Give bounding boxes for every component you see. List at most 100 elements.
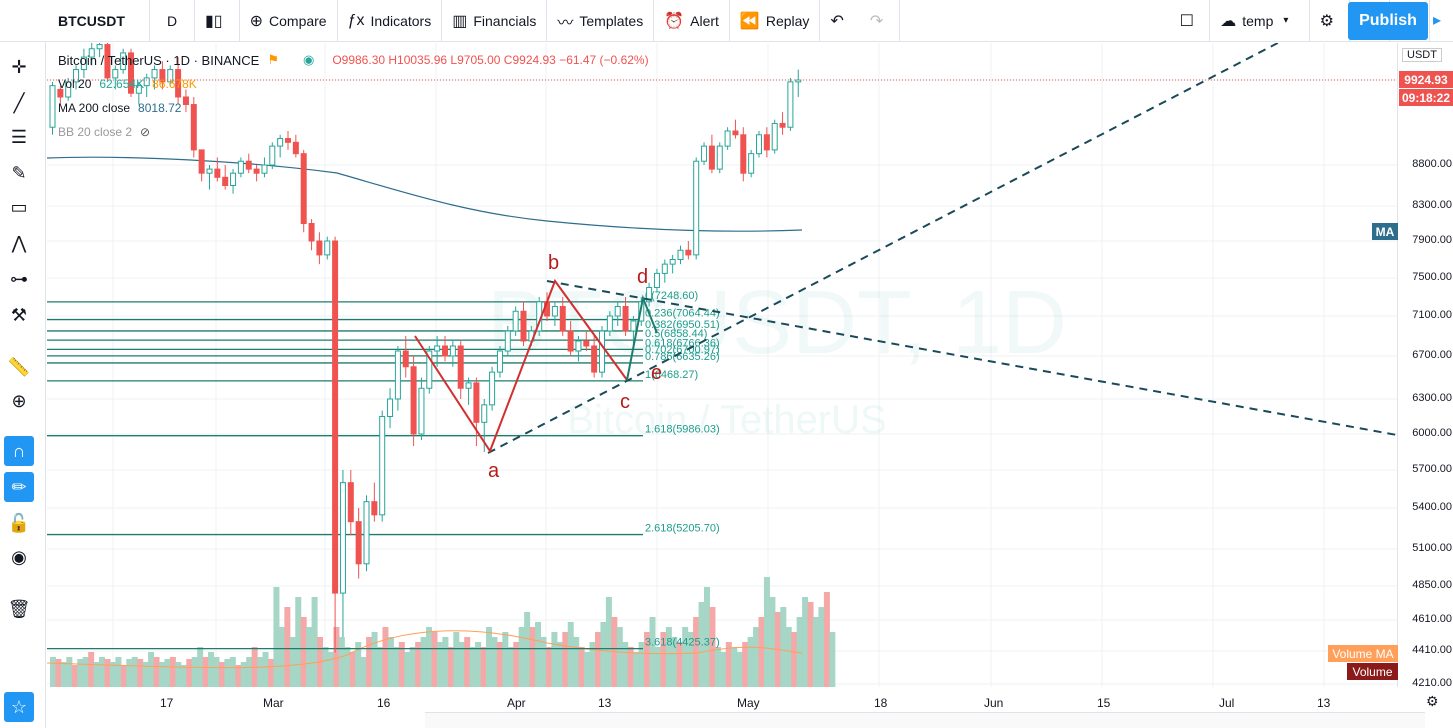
volume-bar — [464, 637, 471, 687]
top-toolbar: BTCUSDT D ▮▯ ⊕ Compare ƒx Indicators ▥ Fina… — [0, 0, 1453, 42]
candle-body — [253, 168, 260, 174]
candle-body — [724, 130, 731, 147]
price-tick-label: 6000.00 — [1412, 427, 1452, 439]
volume-bar — [257, 657, 264, 687]
volume-bar — [496, 642, 503, 687]
undo-button[interactable]: ↶ — [820, 0, 859, 42]
wave-label-d: d — [637, 266, 648, 288]
candle-body — [88, 48, 95, 58]
eye-icon[interactable]: ◉ — [11, 546, 27, 567]
price-tick-label: 8300.00 — [1412, 199, 1452, 211]
settings-button[interactable]: ⚙ — [1310, 0, 1351, 42]
candle-body — [135, 85, 142, 94]
replay-button[interactable]: ⏪ Replay — [730, 0, 821, 42]
alert-button[interactable]: ⏰ Alert — [654, 0, 730, 42]
time-tick-label: 17 — [160, 696, 174, 710]
chart-canvas[interactable]: BTCUSDT, 1D Bitcoin / TetherUS 0(7248.60) 0… — [47, 43, 1397, 687]
prediction-icon[interactable]: ⊶ — [10, 268, 28, 289]
candle-body — [96, 44, 103, 50]
volume-bar — [164, 659, 171, 687]
candle-body — [685, 249, 692, 256]
volume-bar — [66, 657, 73, 687]
status-dot-icon: ◉ — [302, 52, 315, 67]
bottom-drawing-bar[interactable] — [425, 712, 1425, 728]
zoom-in-icon[interactable]: ⊕ — [11, 390, 27, 411]
watermark-main: BTCUSDT, 1D — [487, 273, 1067, 373]
chart-legend: Bitcoin / TetherUS · 1D · BINANCE ⚑ ◉ O9… — [58, 48, 649, 144]
volume-ma-tag-label: Volume MA — [1332, 646, 1394, 661]
candle-body — [261, 164, 268, 174]
volume-bar — [218, 662, 225, 687]
redo-button[interactable]: ↷ — [860, 0, 901, 42]
stay-drawing-icon[interactable]: ✏ — [4, 472, 34, 502]
compare-button[interactable]: ⊕ Compare — [240, 0, 338, 42]
candle-body — [551, 306, 558, 317]
candle-body — [159, 69, 166, 83]
volume-bar — [780, 607, 787, 687]
fib-level-label: 3.618(4425.37) — [645, 637, 720, 649]
lock-icon[interactable]: 🔓 — [7, 512, 31, 533]
fib-level-label: 1.618(5986.03) — [645, 424, 720, 436]
volume-bar — [447, 647, 454, 687]
text-note-icon[interactable]: ▭ — [10, 196, 28, 217]
financials-button[interactable]: ▥ Financials — [442, 0, 548, 42]
eye-off-icon[interactable]: ⊘ — [140, 125, 151, 139]
volume-bar — [545, 647, 552, 687]
magnet-icon[interactable]: ∩ — [4, 436, 34, 466]
candle-body — [355, 521, 362, 565]
trendline-icon[interactable]: ╱ — [13, 92, 25, 113]
time-tick-label: May — [737, 696, 760, 710]
hammer-icon[interactable]: ⚒ — [10, 304, 28, 325]
candle-body — [481, 404, 488, 423]
candle-body — [347, 482, 354, 523]
chevron-down-icon: ▾ — [1283, 15, 1289, 26]
volume-bar — [109, 662, 116, 687]
volume-bar — [638, 642, 645, 687]
trash-icon[interactable]: 🗑 — [7, 598, 31, 619]
volume-bar — [420, 637, 427, 687]
brush-icon[interactable]: ✎ — [11, 162, 27, 183]
volume-bar — [104, 659, 111, 687]
volume-bar — [148, 652, 155, 687]
layout-select[interactable]: ☁ temp ▾ — [1210, 0, 1311, 42]
volume-bar — [551, 632, 558, 687]
chart-pane[interactable]: BTCUSDT, 1D Bitcoin / TetherUS 0(7248.60) 0… — [47, 43, 1397, 687]
candle-body — [300, 153, 307, 224]
templates-button[interactable]: 〰 Templates — [547, 0, 655, 42]
volume-ma-tag: Volume MA — [1328, 645, 1398, 662]
ruler-icon[interactable]: 📏 — [7, 356, 31, 377]
currency-label: USDT — [1402, 48, 1442, 62]
volume-bar — [115, 657, 122, 687]
volume-bar — [377, 647, 383, 687]
price-tick-label: 5400.00 — [1412, 501, 1452, 513]
settings-corner-button[interactable]: ⚙ — [1426, 693, 1439, 709]
fib-levels-icon[interactable]: ☰ — [10, 126, 28, 147]
crosshair-icon[interactable]: ✛ — [11, 56, 27, 77]
candle-body — [222, 176, 229, 187]
pattern-icon[interactable]: ⋀ — [11, 232, 27, 253]
fullscreen-toggle-button[interactable]: ☐ — [1170, 0, 1211, 42]
candle-body — [591, 345, 598, 373]
candle-body — [363, 501, 370, 565]
candle-body — [143, 77, 150, 87]
legend-main-row: Bitcoin / TetherUS · 1D · BINANCE ⚑ ◉ O9… — [58, 48, 649, 72]
star-icon[interactable]: ☆ — [4, 692, 34, 722]
indicators-label: Indicators — [370, 12, 432, 29]
time-axis[interactable]: 17 Mar 16 Apr 13 May 18 Jun 15 Jul 13 — [47, 690, 1397, 710]
symbol-search[interactable]: BTCUSDT — [0, 0, 150, 42]
volume-bar — [720, 652, 727, 687]
next-arrow-button[interactable]: ▸ — [1433, 12, 1442, 29]
chart-type-button[interactable]: ▮▯ — [195, 0, 240, 42]
volume-bar — [698, 602, 705, 687]
candle-body — [630, 320, 637, 332]
publish-button[interactable]: Publish — [1348, 2, 1428, 40]
indicators-button[interactable]: ƒx Indicators — [338, 0, 443, 42]
candles-icon: ▮▯ — [205, 12, 223, 30]
volume-bar — [268, 659, 274, 687]
volume-bar — [502, 632, 509, 687]
volume-bar — [807, 602, 814, 687]
volume-bar — [284, 607, 291, 687]
price-axis[interactable]: USDT 8800.00 8300.00 7900.00 7500.00 7100.00 6… — [1372, 43, 1453, 689]
interval-button[interactable]: D — [150, 0, 195, 42]
templates-label: Templates — [579, 12, 644, 29]
